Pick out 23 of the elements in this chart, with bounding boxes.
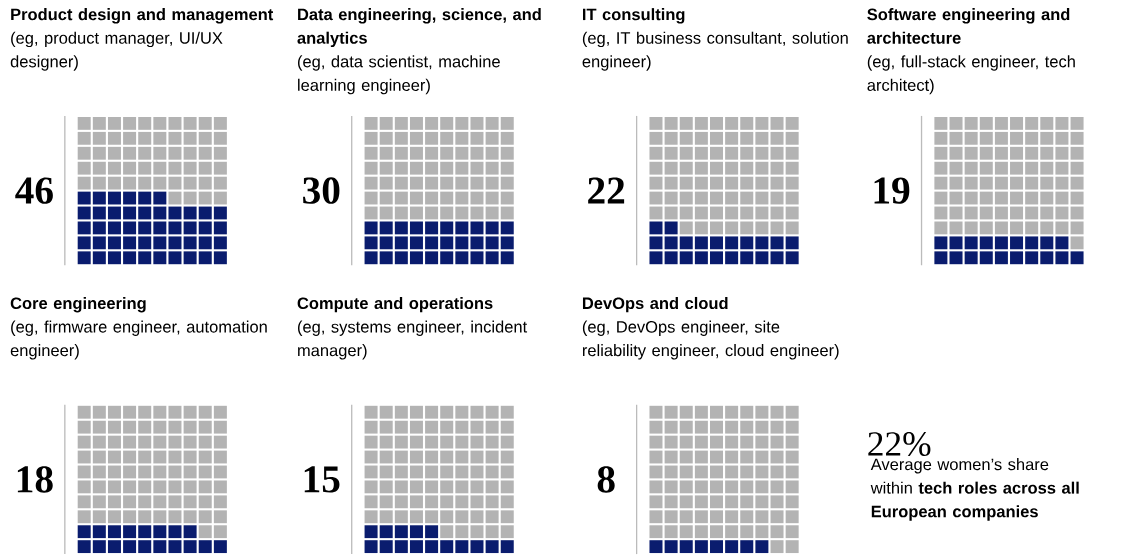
text: (eg, data scientist, machine learning engineer) [297, 55, 500, 95]
text: (eg, full-stack engineer, tech architect) [867, 55, 1075, 95]
data-label: 15 [304, 466, 340, 493]
text: (eg, DevOps engineer, site reliability engineer, cloud engineer) [582, 320, 839, 360]
data-label: 22 [588, 177, 625, 204]
data-label: 8 [597, 466, 615, 493]
text: Data engineering, science, and analytics [297, 8, 541, 48]
data-label: 30 [303, 177, 340, 204]
text: Average women’s share within tech roles across all European companies [870, 458, 1079, 521]
text: Compute and operations [297, 296, 493, 313]
text: (eg, systems engineer, incident manager) [297, 320, 528, 360]
text: (eg, product manager, UI/UX designer) [10, 31, 223, 71]
text: IT consulting [582, 8, 685, 24]
text: 22% [868, 432, 931, 457]
text: Software engineering and architecture [867, 8, 1070, 44]
text: DevOps and cloud [582, 296, 728, 313]
data-label: 46 [15, 177, 53, 204]
text: Product design and management [11, 8, 274, 24]
data-label: 19 [874, 177, 910, 204]
text: (eg, firmware engineer, automation engineer) [10, 320, 267, 360]
data-label: 18 [17, 466, 53, 493]
text: Core engineering [10, 296, 146, 313]
text: (eg, IT business consultant, solution engineer) [582, 31, 848, 71]
